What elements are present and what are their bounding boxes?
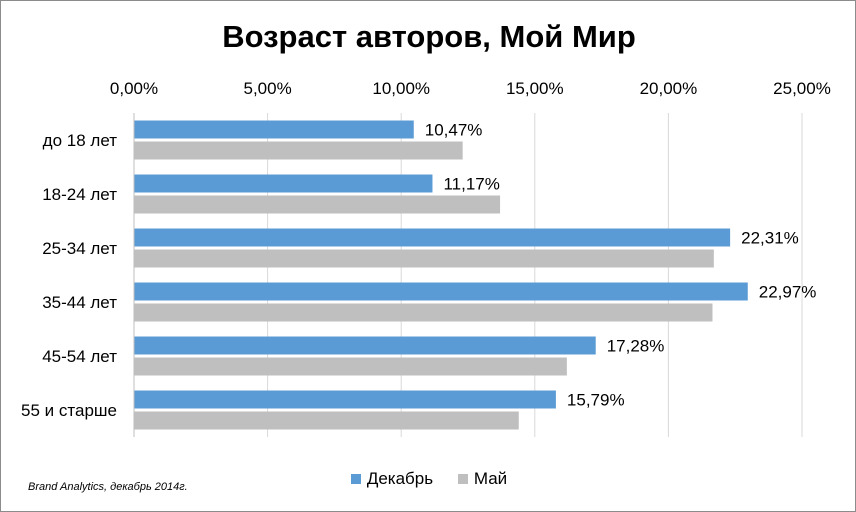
data-label-s0-c2: 22,31% [741,229,799,248]
x-tick-label-4: 20,00% [640,79,698,98]
data-label-s0-c5: 15,79% [567,391,625,410]
category-label-0: до 18 лет [43,131,118,150]
bar-s1-c3 [134,303,713,322]
data-label-s0-c0: 10,47% [425,121,483,140]
category-label-2: 25-34 лет [42,239,117,258]
bar-s1-c0 [134,141,463,160]
bar-s1-c1 [134,195,501,214]
source-note: Brand Analytics, декабрь 2014г. [28,481,188,493]
legend-label-december: Декабрь [366,469,434,488]
bar-s1-c4 [134,357,567,376]
category-label-5: 55 и старше [21,401,117,420]
legend: Декабрь Май [1,469,855,489]
bar-s0-c3 [134,282,748,301]
x-tick-label-1: 5,00% [243,79,291,98]
data-label-s0-c1: 11,17% [443,175,499,194]
legend-label-may: Май [473,469,508,488]
x-tick-label-3: 15,00% [506,79,564,98]
bar-s1-c2 [134,249,714,268]
bar-s1-c5 [134,411,519,430]
bar-s0-c2 [134,228,731,247]
data-label-s0-c4: 17,28% [607,337,665,356]
x-tick-label-5: 25,00% [773,79,831,98]
legend-item-december: Декабрь [350,469,434,489]
bar-s0-c0 [134,120,414,139]
legend-swatch-december [350,473,361,484]
category-label-1: 18-24 лет [42,185,117,204]
bar-s0-c4 [134,336,596,355]
category-label-3: 35-44 лет [42,293,117,312]
legend-item-may: Май [457,469,508,489]
x-tick-label-2: 10,00% [372,79,430,98]
bar-s0-c1 [134,174,433,193]
category-label-4: 45-54 лет [42,347,117,366]
legend-swatch-may [457,473,468,484]
x-tick-label-0: 0,00% [110,79,158,98]
data-label-s0-c3: 22,97% [759,283,817,302]
chart-title: Возраст авторов, Мой Мир [222,19,636,54]
bar-s0-c5 [134,390,556,409]
